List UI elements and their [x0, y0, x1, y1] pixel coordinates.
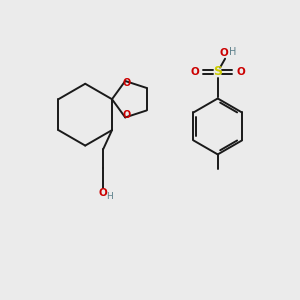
Text: O: O [190, 67, 199, 77]
Text: O: O [220, 48, 229, 59]
Text: O: O [236, 67, 245, 77]
Text: O: O [123, 110, 131, 120]
Text: H: H [229, 47, 237, 57]
Text: O: O [98, 188, 107, 198]
Text: O: O [123, 78, 131, 88]
Text: H: H [106, 193, 113, 202]
Text: S: S [213, 65, 222, 79]
